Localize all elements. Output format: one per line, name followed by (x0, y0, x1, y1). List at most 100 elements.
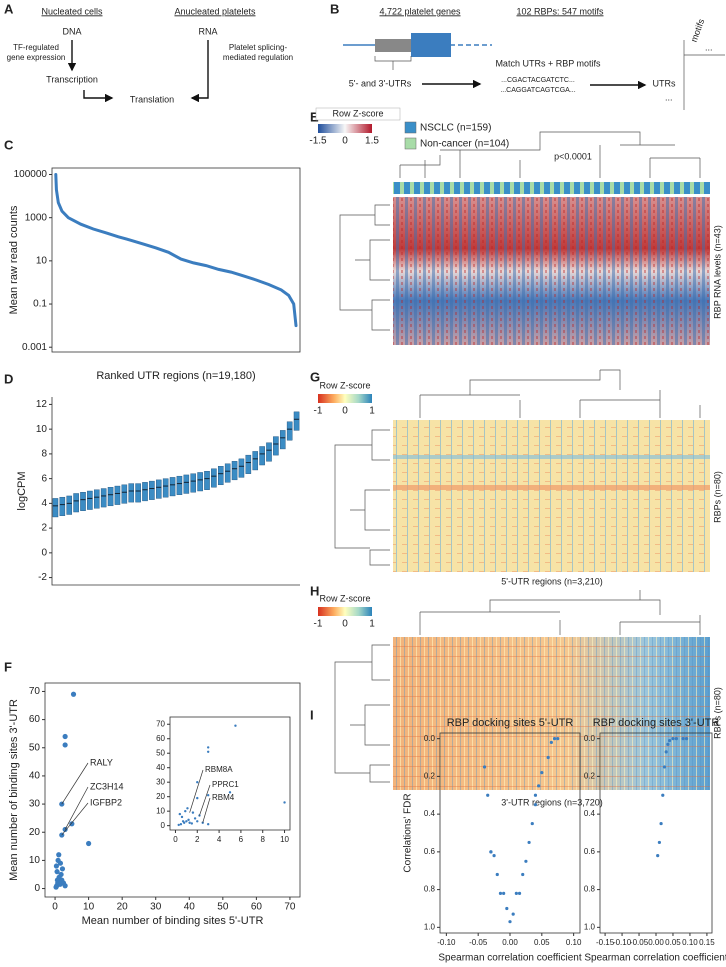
note: mediated regulation (223, 53, 293, 62)
box (273, 436, 279, 456)
dendrogram (419, 369, 701, 418)
y-tick-label: 0 (161, 821, 166, 830)
y-tick-label: 0.001 (22, 342, 47, 353)
point (59, 801, 65, 807)
colorbar-tick-label: 0 (342, 136, 348, 147)
y-tick-label: 20 (29, 827, 41, 838)
y-tick-label: 60 (156, 734, 165, 743)
y-tick-label: 1.0 (584, 922, 596, 931)
point (482, 765, 487, 769)
x-axis-label: Spearman correlation coefficient (584, 953, 726, 964)
matrix (683, 40, 725, 110)
y-tick-label: 10 (156, 806, 165, 815)
point (508, 920, 512, 924)
point (527, 840, 531, 845)
arrow (83, 90, 114, 103)
legend-swatch (404, 121, 417, 134)
y-axis-label: logCPM (16, 471, 28, 510)
point (179, 823, 183, 826)
box (66, 495, 73, 515)
y-tick-label: 70 (29, 686, 41, 697)
note: Platelet splicing- (229, 43, 288, 52)
x-axis-label: Ranked UTR regions (n=19,180) (96, 370, 255, 382)
diagram-a: Nucleated cells Anucleated platelets DNA… (7, 6, 294, 104)
point (546, 755, 550, 760)
point (667, 738, 672, 743)
box (176, 475, 183, 495)
point (283, 801, 286, 804)
y-tick-label: 4 (41, 498, 47, 509)
point (533, 803, 538, 807)
colorbar-title: Row Z-score (319, 593, 370, 603)
y-tick-label: 100000 (14, 169, 48, 180)
box (142, 482, 148, 502)
y-tick-label: 50 (156, 748, 165, 757)
y-tick-label: 40 (29, 771, 41, 782)
title: 4,722 platelet genes (379, 6, 461, 16)
x-tick-label: -0.10 (437, 938, 456, 947)
legend-swatch (404, 137, 417, 150)
leader (64, 786, 89, 830)
x-tick-label: 0.15 (699, 938, 715, 947)
point (56, 852, 62, 858)
legend-label: Non-cancer (n=104) (420, 139, 509, 150)
box (121, 484, 128, 504)
annotation: RALY (90, 757, 113, 767)
point (661, 793, 665, 797)
box (293, 411, 300, 431)
x-tick-label: 0.10 (682, 938, 698, 947)
node: Translation (130, 94, 174, 104)
heatmap (393, 197, 710, 345)
diagram-b: 4,722 platelet genes 102 RBPs: 547 motif… (343, 6, 725, 110)
y-tick-label: 8 (41, 449, 47, 460)
x-tick-label: -0.05 (469, 938, 488, 947)
panel-label: H (310, 583, 319, 598)
dendrogram (334, 644, 390, 783)
colorbar (318, 394, 372, 403)
panel-label: D (4, 371, 13, 386)
point (188, 821, 191, 824)
point (62, 742, 68, 748)
point (502, 891, 506, 895)
title: Nucleated cells (41, 6, 103, 16)
y-tick-label: 0.2 (584, 772, 596, 781)
leader (61, 802, 89, 836)
point (549, 740, 553, 745)
x-tick-label: 0.00 (502, 938, 518, 947)
label: Match UTRs + RBP motifs (495, 58, 601, 68)
box (204, 471, 210, 490)
point (185, 820, 188, 823)
annotation: RBM8A (205, 765, 233, 774)
curve (54, 173, 298, 328)
dendrogram (339, 204, 390, 331)
box (93, 489, 100, 509)
heatmap (393, 637, 710, 790)
point (234, 724, 237, 727)
y-tick-label: 40 (156, 763, 165, 772)
arrow (190, 40, 209, 103)
box (149, 480, 155, 500)
label: UTRs (653, 78, 676, 88)
x-tick-label: -0.15 (596, 938, 615, 947)
point (58, 871, 64, 878)
y-tick-label: 1000 (25, 212, 48, 223)
row-label: RBP RNA levels (n=43) (712, 225, 722, 319)
bracket (374, 56, 412, 70)
box (266, 442, 272, 462)
y-tick-label: 30 (156, 777, 165, 786)
colorbar (318, 124, 372, 133)
colorbar-title: Row Z-score (332, 108, 383, 118)
point (684, 737, 689, 741)
box (114, 485, 121, 505)
box (224, 463, 231, 483)
y-tick-label: 6 (41, 473, 47, 484)
annotation: IGFBP2 (90, 797, 122, 807)
panel-label: B (330, 1, 339, 16)
chart-title: RBP docking sites 5'-UTR (447, 717, 574, 729)
leader (61, 762, 89, 805)
point (489, 850, 493, 854)
y-tick-label: 0.0 (424, 734, 436, 743)
y-tick-label: -2 (38, 572, 47, 583)
heatmap-e: Row Z-score p<0.0001 RBP RNA levels (n=4… (315, 107, 722, 345)
